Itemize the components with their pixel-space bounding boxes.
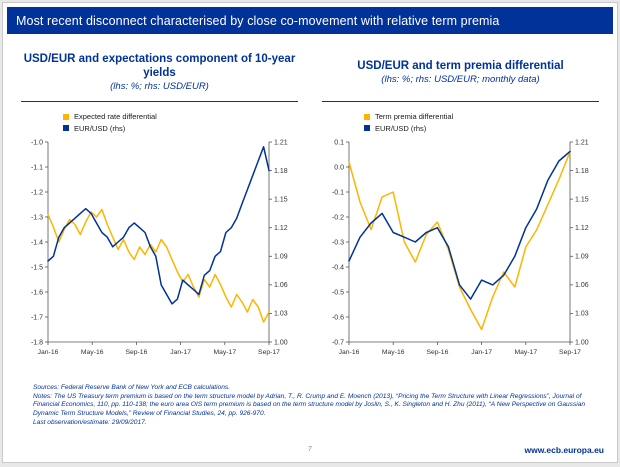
chart-left-legend: Expected rate differential EUR/USD (rhs) [63, 111, 302, 134]
chart-column-right: USD/EUR and term premia differential (lh… [310, 43, 611, 362]
chart-column-left: USD/EUR and expectations component of 10… [9, 43, 310, 362]
svg-text:-1.7: -1.7 [30, 315, 42, 322]
legend-item: EUR/USD (rhs) [364, 123, 603, 135]
svg-text:May-17: May-17 [514, 349, 537, 356]
svg-text:-0.7: -0.7 [331, 340, 343, 347]
chart-right-title-block: USD/EUR and term premia differential (lh… [322, 43, 599, 102]
footnote-notes: Notes: The US Treasury term premium is b… [33, 392, 586, 418]
legend-swatch-yellow [63, 113, 69, 120]
svg-text:-1.8: -1.8 [30, 340, 42, 347]
chart-right-subtitle: (lhs: %; rhs: USD/EUR; monthly data) [381, 74, 540, 86]
svg-text:Sep-17: Sep-17 [559, 349, 581, 356]
svg-text:1.03: 1.03 [575, 311, 589, 318]
legend-swatch-blue [63, 125, 69, 132]
svg-text:1.15: 1.15 [274, 197, 288, 204]
legend-item: Expected rate differential [63, 111, 302, 123]
svg-text:-0.2: -0.2 [331, 215, 343, 222]
svg-text:-0.3: -0.3 [331, 240, 343, 247]
svg-text:1.00: 1.00 [274, 340, 288, 347]
chart-right-legend: Term premia differential EUR/USD (rhs) [364, 111, 603, 134]
svg-text:-1.6: -1.6 [30, 290, 42, 297]
slide-title: Most recent disconnect characterised by … [16, 13, 500, 28]
svg-text:Jan-17: Jan-17 [170, 349, 191, 356]
svg-text:May-16: May-16 [381, 349, 404, 356]
svg-text:Sep-17: Sep-17 [258, 349, 280, 356]
svg-text:0.0: 0.0 [334, 165, 344, 172]
ecb-url[interactable]: www.ecb.europa.eu [524, 445, 604, 455]
legend-swatch-blue [364, 125, 370, 132]
chart-right-title: USD/EUR and term premia differential [357, 59, 564, 72]
svg-text:1.18: 1.18 [575, 168, 589, 175]
svg-text:1.00: 1.00 [575, 340, 589, 347]
line-chart-right: 0.1 0.0 -0.1 -0.2 -0.3 -0.4 -0.5 -0.6 -0.7 1.21 1.… [318, 136, 603, 362]
svg-text:1.15: 1.15 [575, 197, 589, 204]
svg-text:1.21: 1.21 [575, 140, 589, 147]
footnote-last-observation: Last observation/estimate: 29/09/2017. [33, 418, 147, 426]
svg-text:1.03: 1.03 [274, 311, 288, 318]
svg-text:-0.1: -0.1 [331, 190, 343, 197]
svg-text:Sep-16: Sep-16 [125, 349, 147, 356]
svg-text:1.06: 1.06 [274, 282, 288, 289]
svg-text:1.09: 1.09 [274, 254, 288, 261]
svg-text:-1.4: -1.4 [30, 240, 42, 247]
svg-text:1.21: 1.21 [274, 140, 288, 147]
legend-label: EUR/USD (rhs) [74, 123, 126, 133]
footnotes: Sources: Federal Reserve Bank of New Yor… [33, 384, 599, 428]
svg-text:Sep-16: Sep-16 [426, 349, 448, 356]
charts-area: USD/EUR and expectations component of 10… [9, 43, 611, 362]
svg-text:1.09: 1.09 [575, 254, 589, 261]
footnote-sources: Sources: Federal Reserve Bank of New Yor… [33, 384, 231, 391]
svg-text:Jan-16: Jan-16 [338, 349, 359, 356]
svg-text:-0.6: -0.6 [331, 315, 343, 322]
legend-swatch-yellow [364, 113, 370, 120]
svg-text:-1.5: -1.5 [30, 265, 42, 272]
chart-left-title-block: USD/EUR and expectations component of 10… [21, 43, 298, 102]
svg-text:1.06: 1.06 [575, 282, 589, 289]
svg-text:Jan-17: Jan-17 [471, 349, 492, 356]
svg-text:May-16: May-16 [80, 349, 103, 356]
svg-text:1.12: 1.12 [575, 225, 589, 232]
chart-left-subtitle: (lhs: %; rhs: USD/EUR) [110, 81, 209, 93]
svg-text:-1.2: -1.2 [30, 190, 42, 197]
legend-label: EUR/USD (rhs) [375, 123, 427, 133]
legend-item: Term premia differential [364, 111, 603, 123]
svg-text:1.12: 1.12 [274, 225, 288, 232]
svg-text:1.18: 1.18 [274, 168, 288, 175]
legend-label: Term premia differential [375, 112, 454, 121]
svg-text:-1.3: -1.3 [30, 215, 42, 222]
legend-label: Expected rate differential [74, 112, 157, 121]
svg-text:-0.4: -0.4 [331, 265, 343, 272]
page-number: 7 [307, 444, 313, 453]
svg-text:Jan-16: Jan-16 [37, 349, 58, 356]
slide-title-bar: Most recent disconnect characterised by … [7, 7, 613, 34]
legend-item: EUR/USD (rhs) [63, 123, 302, 135]
chart-left-title: USD/EUR and expectations component of 10… [23, 52, 296, 79]
svg-text:-0.5: -0.5 [331, 290, 343, 297]
svg-text:May-17: May-17 [213, 349, 236, 356]
svg-text:-1.1: -1.1 [30, 165, 42, 172]
line-chart-left: -1.0 -1.1 -1.2 -1.3 -1.4 -1.5 -1.6 -1.7 -1.8 1.21… [17, 136, 302, 362]
svg-text:-1.0: -1.0 [30, 140, 42, 147]
svg-text:0.1: 0.1 [334, 140, 344, 147]
